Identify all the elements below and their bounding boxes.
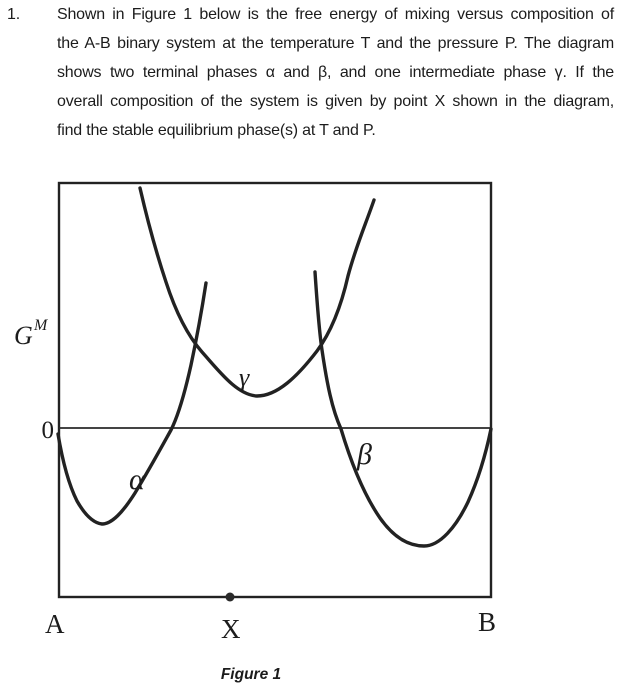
zero-tick-label: 0 bbox=[42, 417, 55, 444]
problem-text-line: overall composition of the system is giv… bbox=[57, 93, 614, 110]
gamma-phase-label: γ bbox=[239, 363, 250, 392]
x-axis-label-b: B bbox=[478, 607, 496, 637]
gamma-phase-curve bbox=[138, 186, 376, 398]
alpha-phase-label: α bbox=[129, 463, 146, 496]
figure-frame bbox=[57, 181, 493, 599]
composition-x-marker-dot bbox=[225, 592, 235, 602]
problem-text-line: find the stable equilibrium phase(s) at … bbox=[57, 122, 376, 139]
x-axis-label-x: X bbox=[221, 614, 241, 644]
y-axis-label-m-superscript: M bbox=[33, 317, 49, 334]
x-axis-label-a: A bbox=[45, 609, 65, 639]
y-axis-label-g: G bbox=[14, 321, 33, 350]
beta-phase-label: β bbox=[356, 438, 372, 471]
problem-text-line: Shown in Figure 1 below is the free ener… bbox=[57, 6, 614, 23]
problem-text-line: the A-B binary system at the temperature… bbox=[57, 35, 614, 52]
problem-text: Shown in Figure 1 below is the free ener… bbox=[57, 0, 614, 145]
free-energy-diagram: G M 0 γ α β A X B Figure 1 bbox=[14, 181, 496, 683]
problem-text-line: shows two terminal phases α and β, and o… bbox=[57, 64, 614, 81]
alpha-phase-curve bbox=[56, 281, 208, 526]
problem-number: 1. bbox=[7, 6, 20, 23]
beta-phase-curve bbox=[313, 270, 493, 548]
figure-caption: Figure 1 bbox=[221, 666, 281, 683]
